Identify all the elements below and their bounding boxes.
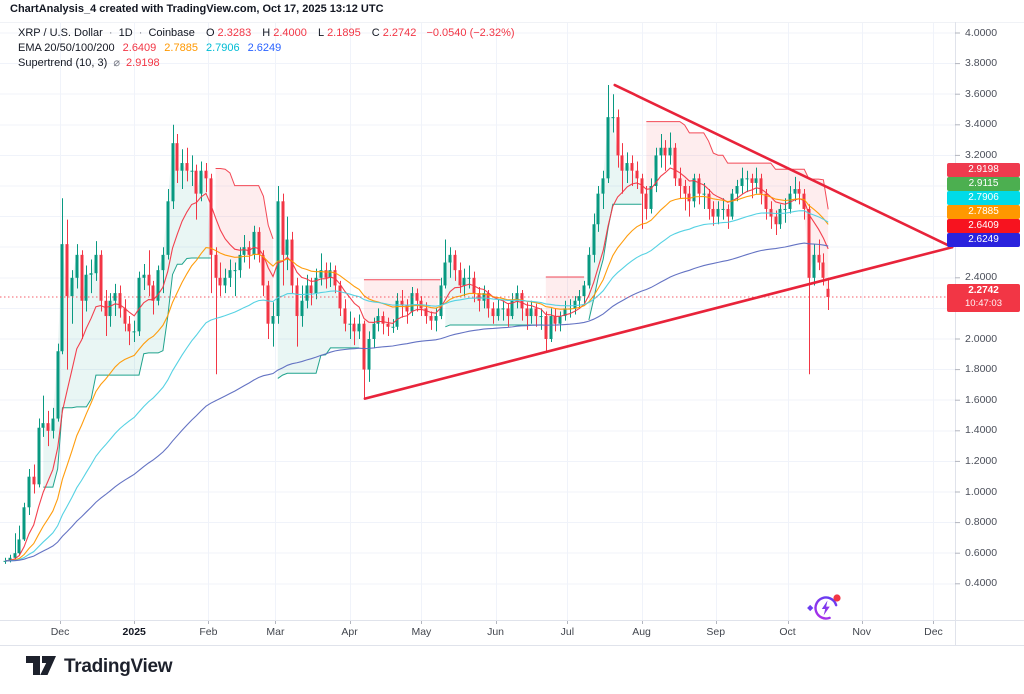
supertrend-row[interactable]: Supertrend (10, 3) ⌀ 2.9198 [18, 56, 518, 71]
ema-value: 2.6409 [122, 42, 157, 54]
open-label: O [205, 27, 215, 39]
indicator-legend: XRP / U.S. Dollar · 1D · Coinbase O 2.328… [18, 26, 518, 71]
close-label: C [371, 27, 380, 39]
high-value: 2.4000 [273, 27, 307, 39]
price-axis[interactable] [955, 22, 1024, 620]
symbol-row[interactable]: XRP / U.S. Dollar · 1D · Coinbase O 2.328… [18, 26, 518, 41]
footer: TradingView [26, 651, 173, 683]
supertrend-label: Supertrend (10, 3) [18, 57, 108, 69]
exchange-label: Coinbase [148, 27, 195, 39]
ema-value: 2.7885 [164, 42, 198, 54]
open-value: 2.3283 [217, 27, 252, 39]
title-bar: ChartAnalysis_4 created with TradingView… [10, 3, 384, 15]
low-label: L [317, 27, 325, 39]
ema-values: 2.6409 2.7885 2.7906 2.6249 [118, 42, 285, 54]
ema-row[interactable]: EMA 20/50/100/200 2.6409 2.7885 2.7906 2.624… [18, 41, 518, 56]
events-lightning-icon[interactable] [806, 591, 844, 625]
page-title: ChartAnalysis_4 created with TradingView… [10, 3, 384, 15]
tradingview-logo-icon[interactable] [26, 654, 56, 680]
supertrend-value: 2.9198 [126, 57, 160, 69]
sparkle-diamond [807, 604, 814, 612]
ema-label: EMA 20/50/100/200 [18, 42, 115, 54]
change-value: −0.0540 (−2.32%) [426, 27, 515, 39]
notification-dot [833, 594, 841, 602]
close-value: 2.2742 [382, 27, 417, 39]
tradingview-logo-text[interactable]: TradingView [64, 656, 173, 677]
symbol-name: XRP / U.S. Dollar [18, 27, 103, 39]
interval-label: 1D [118, 27, 133, 39]
date-axis[interactable] [0, 620, 1024, 645]
ema-value: 2.6249 [247, 42, 282, 54]
separator: · [108, 27, 113, 39]
high-label: H [262, 27, 271, 39]
separator: · [138, 27, 143, 39]
lightning-bolt [821, 600, 830, 616]
low-value: 2.1895 [327, 27, 361, 39]
ema-value: 2.7906 [205, 42, 240, 54]
average-icon: ⌀ [113, 57, 120, 69]
